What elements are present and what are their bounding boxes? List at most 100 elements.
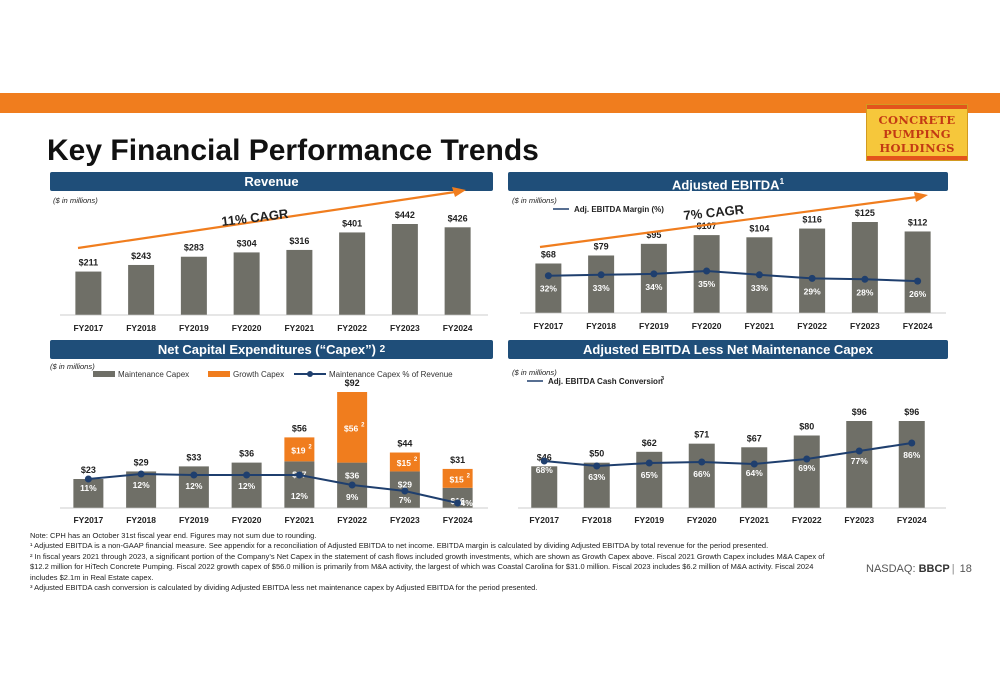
ebitda-margin-point — [755, 271, 763, 279]
ebitda-margin-label: 28% — [856, 287, 873, 297]
page-footer: NASDAQ: BBCP | 18 — [866, 563, 972, 575]
logo-line-1: CONCRETE — [878, 113, 956, 127]
capex-maintenance-label: $36 — [345, 471, 359, 481]
ebitda-cagr-label: 7% CAGR — [683, 202, 746, 223]
revenue-value-label: $304 — [237, 238, 257, 248]
capex-total-label: $31 — [450, 455, 465, 465]
ebitda-margin-label: 26% — [909, 289, 926, 299]
capex-total-label: $36 — [239, 449, 254, 459]
capex-pct-point — [348, 481, 356, 489]
cash-conversion-point — [593, 462, 601, 470]
ebitda-margin-label: 33% — [593, 283, 610, 293]
capex-units-note: ($ in millions) — [50, 362, 95, 371]
capex-pct-label: 4% — [460, 498, 473, 508]
ebitda-header-text: Adjusted EBITDA — [671, 177, 780, 193]
ebitda-margin-point — [703, 267, 711, 275]
cash-value-label: $50 — [589, 449, 604, 459]
cash-bar — [583, 462, 610, 508]
cash-conversion-point — [855, 447, 863, 455]
capex-maintenance-bar — [442, 487, 473, 508]
capex-pct-label: 12% — [133, 480, 150, 490]
revenue-header-text: Revenue — [244, 174, 299, 189]
capex-header: Net Capital Expenditures (“Capex”) 2 — [50, 340, 493, 359]
ebitda-cagr-arrowhead — [914, 192, 928, 202]
revenue-units-note: ($ in millions) — [53, 196, 98, 205]
capex-total-label: $33 — [186, 452, 201, 462]
cash-conversion-label: 63% — [588, 472, 605, 482]
cash-x-tick: FY2018 — [582, 515, 612, 525]
logo-line-2: PUMPING — [883, 127, 951, 141]
ebitda-legend-label: Adj. EBITDA Margin (%) — [574, 205, 664, 214]
ebitda-margin-label: 35% — [698, 279, 715, 289]
cash-bar — [898, 421, 925, 508]
revenue-value-label: $316 — [289, 236, 309, 246]
revenue-x-tick: FY2019 — [179, 323, 209, 333]
cash-conversion-label: 65% — [641, 470, 658, 480]
capex-x-tick: FY2023 — [390, 515, 420, 525]
revenue-bar — [233, 252, 260, 315]
capex-legend-maintenance-label: Maintenance Capex — [118, 370, 189, 379]
ebitda-margin-point — [597, 271, 605, 279]
ebitda-x-tick: FY2022 — [797, 321, 827, 331]
revenue-bar — [286, 249, 313, 315]
cash-conversion-line — [544, 442, 912, 468]
revenue-x-tick: FY2024 — [443, 323, 473, 333]
capex-pct-label: 12% — [291, 491, 308, 501]
capex-growth-label: $56 — [344, 423, 358, 433]
logo-line-3: HOLDINGS — [879, 141, 955, 155]
capex-pct-point — [295, 471, 303, 479]
ebitda-units-note: ($ in millions) — [512, 196, 557, 205]
revenue-bar — [391, 224, 418, 315]
footer-exchange: NASDAQ: — [866, 563, 916, 575]
capex-total-label: $56 — [292, 423, 307, 433]
revenue-value-label: $442 — [395, 210, 415, 220]
revenue-value-label: $401 — [342, 218, 362, 228]
capex-growth-label: $15 — [397, 458, 411, 468]
logo-stripe-top — [867, 105, 967, 109]
capex-pct-label: 9% — [346, 492, 359, 502]
cash-conversion-point — [908, 439, 916, 447]
revenue-x-tick: FY2017 — [73, 323, 103, 333]
capex-pct-line — [88, 472, 458, 504]
ebitda-bar — [904, 231, 931, 313]
ebitda-bar — [535, 263, 562, 313]
cash-conversion-label: 68% — [536, 465, 553, 475]
capex-pct-point — [454, 499, 462, 507]
footnote-line: $12.2 million for HiTech Concrete Pumpin… — [30, 562, 814, 572]
capex-x-tick: FY2021 — [284, 515, 314, 525]
revenue-value-label: $426 — [448, 213, 468, 223]
revenue-value-label: $211 — [79, 258, 99, 268]
capex-growth-sup: 2 — [467, 473, 471, 479]
cash-conversion-point — [645, 459, 653, 467]
cash-x-tick: FY2017 — [529, 515, 559, 525]
capex-legend-line-label: Maintenance Capex % of Revenue — [329, 370, 453, 379]
cash-bar — [741, 447, 768, 508]
cash-bar — [793, 435, 820, 508]
cash-conversion-point — [803, 455, 811, 463]
cash-legend-sup: 3 — [661, 376, 664, 382]
footer-page-number: 18 — [959, 563, 972, 575]
ebitda-value-label: $112 — [908, 217, 928, 227]
capex-legend-growth-swatch — [208, 371, 230, 377]
capex-growth-bar — [337, 392, 368, 463]
ebitda-margin-label: 29% — [804, 286, 821, 296]
capex-growth-label: $15 — [450, 474, 464, 484]
revenue-value-label: $283 — [184, 243, 204, 253]
cash-bar — [531, 466, 558, 508]
cash-value-label: $96 — [904, 407, 919, 417]
capex-x-tick: FY2020 — [232, 515, 262, 525]
ebitda-margin-label: 32% — [540, 284, 557, 294]
capex-x-tick: FY2017 — [73, 515, 103, 525]
cash-value-label: $71 — [694, 430, 709, 440]
cash-x-tick: FY2023 — [844, 515, 874, 525]
capex-pct-label: 11% — [80, 483, 97, 493]
ebitda-x-tick: FY2021 — [744, 321, 774, 331]
capex-growth-bar — [442, 468, 473, 488]
revenue-cagr-arrow — [77, 190, 456, 250]
footer-ticker: BBCP — [918, 563, 950, 575]
ebitda-margin-point — [650, 270, 658, 278]
cash-legend-label: Adj. EBITDA Cash Conversion — [548, 377, 663, 386]
capex-growth-label: $19 — [291, 445, 305, 455]
cash-value-label: $46 — [537, 452, 552, 462]
